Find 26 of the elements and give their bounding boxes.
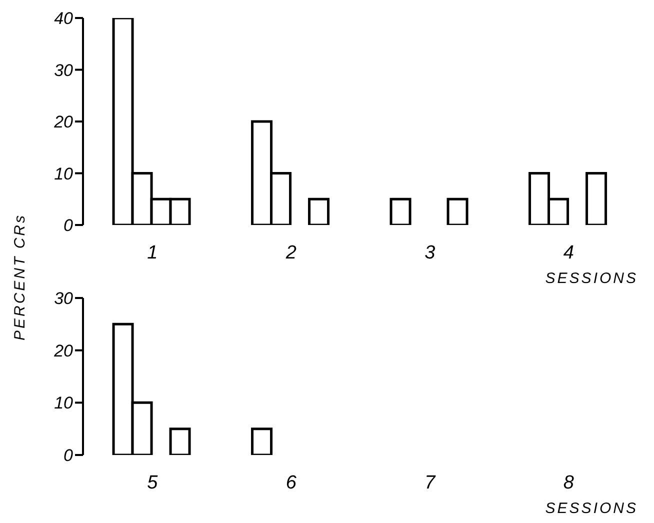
x-tick-label: 2 xyxy=(284,242,297,264)
x-tick-label: 4 xyxy=(563,242,574,264)
x-tick-label: 5 xyxy=(147,472,158,494)
x-axis-title: SESSIONS xyxy=(545,270,638,287)
x-tick-label: 8 xyxy=(563,472,574,494)
bar xyxy=(308,198,330,225)
x-tick-label: 1 xyxy=(147,242,158,264)
y-tick-label: 0 xyxy=(64,446,74,466)
bar xyxy=(390,198,412,225)
x-axis-title: SESSIONS xyxy=(545,500,638,517)
y-axis-title: PERCENT CRs xyxy=(12,213,28,341)
y-tick-label: 10 xyxy=(54,164,74,184)
x-tick-label: 6 xyxy=(286,472,297,494)
y-tick-label: 0 xyxy=(64,216,74,236)
x-tick-label: 7 xyxy=(424,472,437,494)
x-tick-label: 3 xyxy=(424,242,436,264)
bar xyxy=(251,428,273,455)
bar xyxy=(169,428,191,455)
bar xyxy=(446,198,468,225)
y-tick-label: 30 xyxy=(54,60,74,80)
y-tick-label: 30 xyxy=(54,289,74,308)
y-tick-label: 10 xyxy=(54,394,74,413)
y-tick-label: 20 xyxy=(53,341,74,360)
bar xyxy=(586,172,608,225)
y-tick-label: 20 xyxy=(53,112,74,132)
y-tick-label: 40 xyxy=(54,9,74,28)
